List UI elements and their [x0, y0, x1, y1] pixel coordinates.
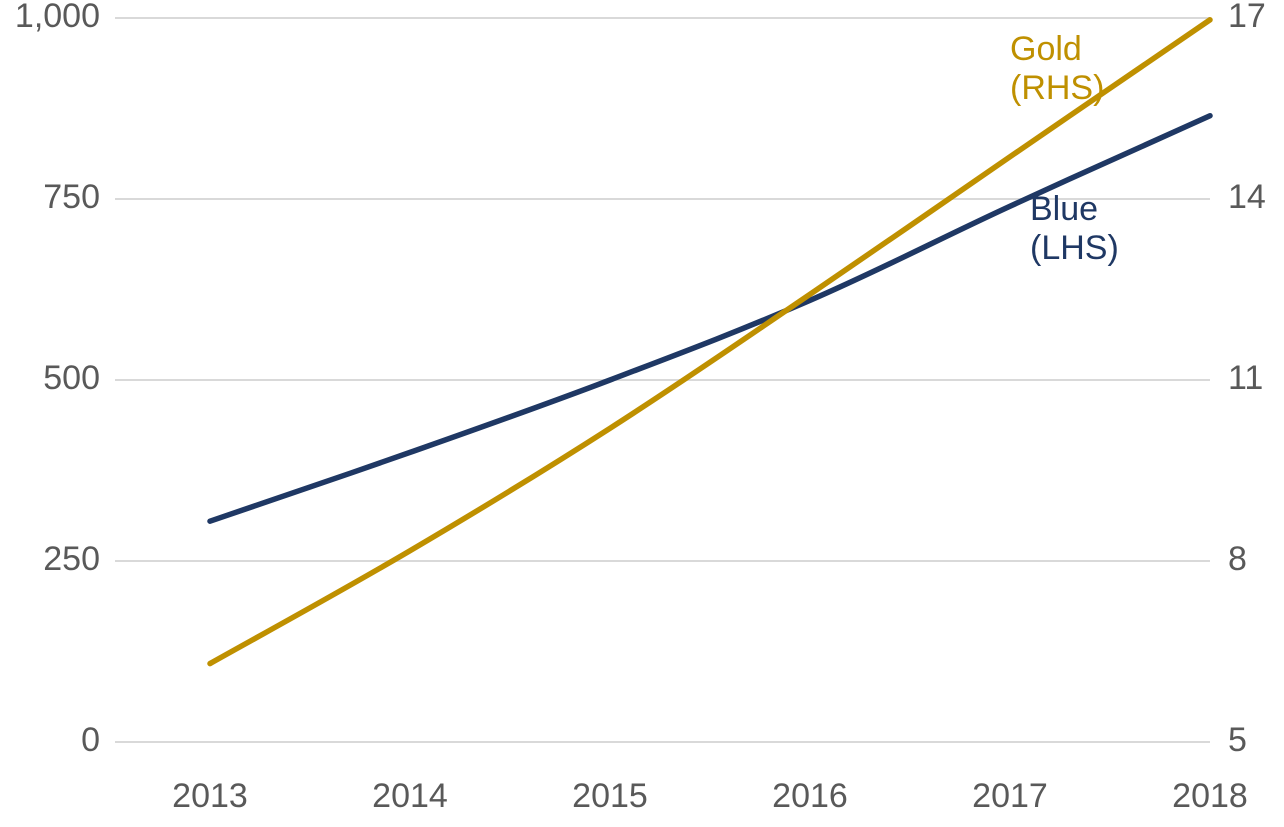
- dual-axis-line-chart: 02505007501,0005811141720132014201520162…: [0, 0, 1284, 827]
- series-label-blue: Blue (LHS): [1030, 190, 1119, 268]
- chart-svg: [0, 0, 1284, 827]
- series-line-blue: [210, 116, 1210, 521]
- series-label-gold: Gold (RHS): [1010, 30, 1104, 108]
